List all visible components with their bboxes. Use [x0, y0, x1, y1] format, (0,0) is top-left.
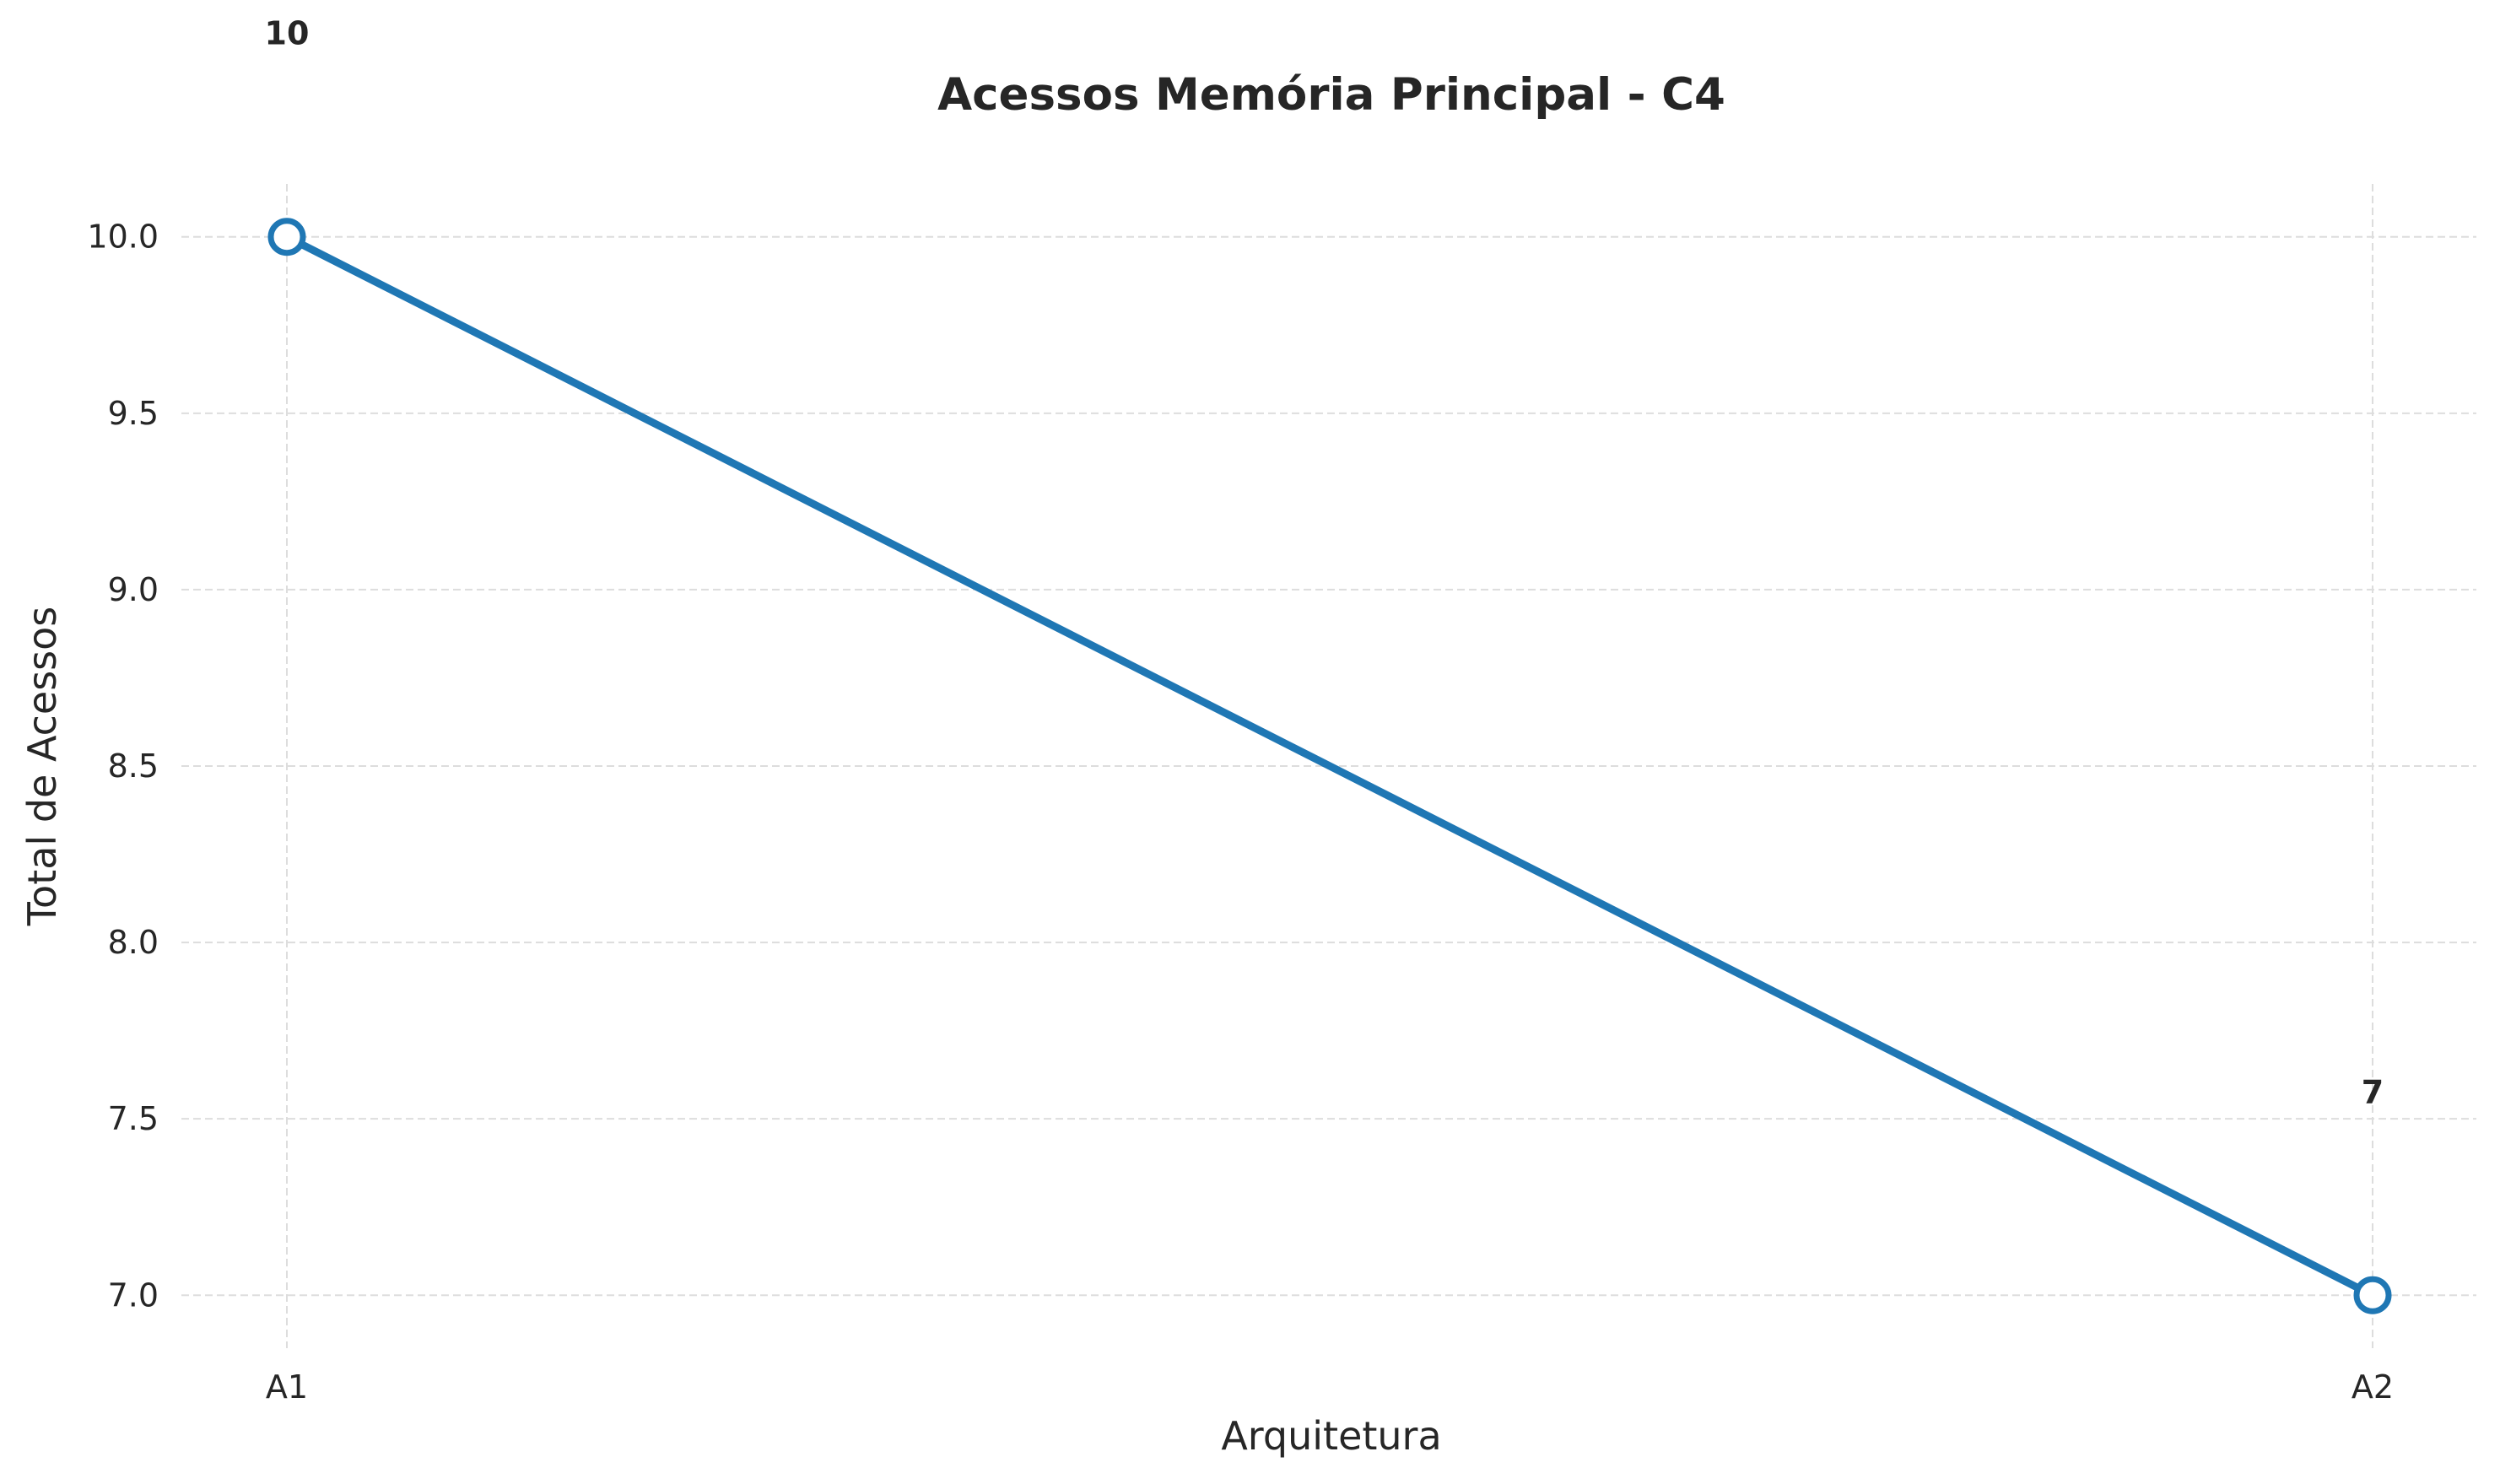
x-tick-label: A1: [266, 1368, 308, 1406]
y-tick-label: 8.0: [108, 924, 159, 961]
y-tick-label: 9.5: [108, 395, 159, 432]
x-axis-label: Arquitetura: [1221, 1413, 1441, 1459]
x-tick-label: A2: [2352, 1368, 2394, 1406]
data-label: 10: [265, 15, 310, 52]
chart-title: Acessos Memória Principal - C4: [937, 69, 1725, 121]
y-tick-label: 10.0: [87, 219, 159, 256]
series-line: [283, 233, 2377, 1299]
data-label: 7: [2362, 1073, 2384, 1110]
y-axis-label: Total de Acessos: [19, 607, 65, 926]
data-point: [267, 218, 306, 256]
series-layer: [267, 218, 2392, 1314]
data-point: [2353, 1276, 2392, 1314]
y-tick-label: 9.0: [108, 571, 159, 608]
label-layer: 7.0 7.5 8.0 8.5 9.0 9.5 10.0 A1 A2 10 7: [87, 15, 2394, 1406]
y-tick-label: 7.5: [108, 1100, 159, 1137]
y-tick-label: 7.0: [108, 1276, 159, 1314]
y-tick-label: 8.5: [108, 747, 159, 785]
